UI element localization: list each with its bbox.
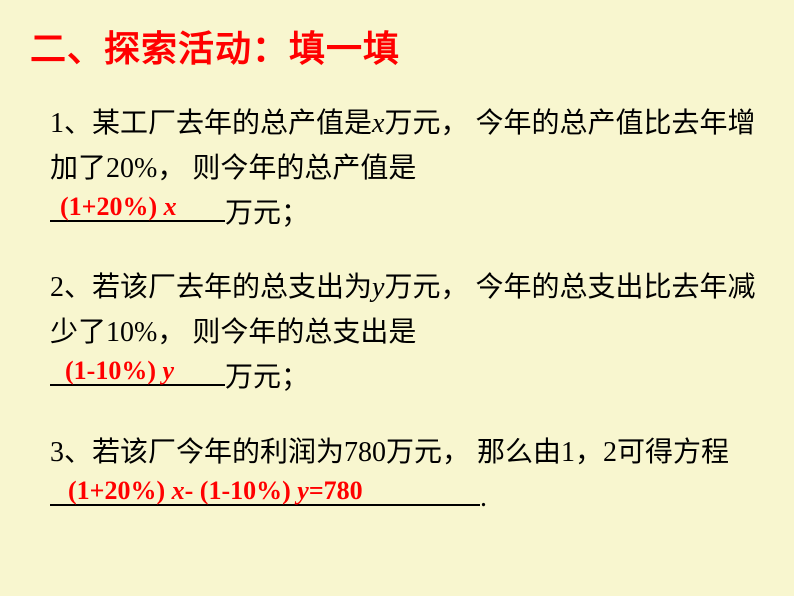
q3-ans-p1: (1+20%) [68,476,172,505]
q3-prefix: 3、若该厂今年的利润为780万元， 那么由1，2可得方程 [50,437,729,468]
q3-answer: (1+20%) x- (1-10%) y=780 [68,470,363,512]
q1-answer: (1+20%) x [60,186,177,228]
question-1: 1、某工厂去年的总产值是x万元， 今年的总产值比去年增加了20%， 则今年的总产… [30,102,764,236]
question-2: 2、若该厂去年的总支出为y万元， 今年的总支出比去年减少了10%， 则今年的总支… [30,266,764,400]
q1-var: x [372,108,384,139]
q2-ans-pre: (1-10%) [65,356,162,385]
q3-underline: (1+20%) x- (1-10%) y=780 [50,504,480,506]
q1-underline: (1+20%) x [50,220,225,222]
q1-text: 1、某工厂去年的总产值是x万元， 今年的总产值比去年增加了20%， 则今年的总产… [50,108,755,184]
section-title: 二、探索活动：填一填 [30,20,764,72]
q2-text: 2、若该厂去年的总支出为y万元， 今年的总支出比去年减少了10%， 则今年的总支… [50,272,755,348]
question-3: 3、若该厂今年的利润为780万元， 那么由1，2可得方程 (1+20%) x- … [30,431,764,521]
q3-blank-container: (1+20%) x- (1-10%) y=780 [50,476,480,521]
q3-ans-p3: =780 [309,476,363,505]
q2-blank-container: (1-10%) y [50,356,225,401]
q2-underline: (1-10%) y [50,384,225,386]
q1-ans-var: x [164,192,177,221]
q2-prefix: 2、若该厂去年的总支出为 [50,272,372,303]
q3-ans-v2: y [297,476,309,505]
q3-ans-v1: x [172,476,185,505]
q2-var: y [372,272,384,303]
q1-blank-container: (1+20%) x [50,192,225,237]
q3-text: 3、若该厂今年的利润为780万元， 那么由1，2可得方程 [50,437,729,468]
q3-ans-p2: - (1-10%) [185,476,298,505]
q2-ans-var: y [162,356,174,385]
q1-ans-pre: (1+20%) [60,192,164,221]
q1-prefix: 1、某工厂去年的总产值是 [50,108,372,139]
q2-answer: (1-10%) y [65,350,174,392]
q3-suffix: . [480,482,487,513]
q1-suffix: 万元； [225,198,309,229]
q2-suffix: 万元； [225,362,309,393]
